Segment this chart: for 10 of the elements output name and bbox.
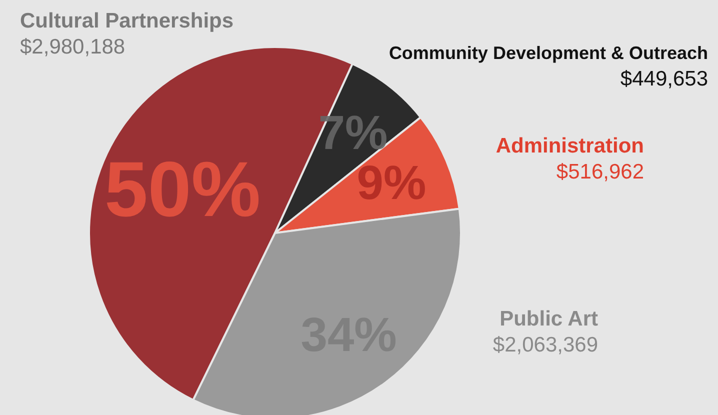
slice-label: Cultural Partnerships bbox=[20, 10, 234, 32]
data-label: $449,653 bbox=[620, 68, 708, 90]
slice-label: Community Development & Outreach bbox=[388, 43, 708, 63]
data-label: $2,063,369 bbox=[492, 334, 598, 356]
text: 50% bbox=[104, 145, 261, 234]
slice-label: Public Art bbox=[500, 308, 598, 330]
data-label: $2,980,188 bbox=[20, 36, 126, 58]
data-label: $516,962 bbox=[556, 160, 644, 184]
text: 7% bbox=[318, 106, 388, 160]
slice-label: Administration bbox=[496, 134, 644, 158]
